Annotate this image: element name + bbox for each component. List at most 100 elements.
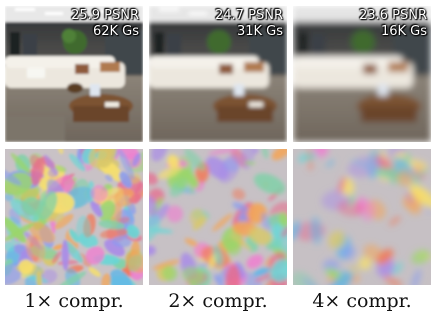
gaussian-splat xyxy=(181,266,205,285)
gaussian-splat-image xyxy=(293,149,431,285)
gaussian-splat xyxy=(98,200,116,222)
gaussian-splat xyxy=(261,149,269,159)
gaussian-splat xyxy=(119,171,132,189)
gaussian-splat xyxy=(225,264,241,285)
gaussian-splat xyxy=(411,249,431,265)
gaussian-splat xyxy=(63,240,84,263)
gaussian-splat xyxy=(69,153,86,172)
caption-2x: 2× compr. xyxy=(168,290,268,312)
gaussian-splat xyxy=(388,216,401,226)
gaussian-splat xyxy=(5,217,27,243)
gaussian-visualization-panel-1x xyxy=(5,149,143,285)
gaussian-splat xyxy=(347,156,380,178)
gaussian-splat xyxy=(105,174,114,182)
gaussian-splat xyxy=(223,158,239,172)
gaussian-splat xyxy=(149,172,159,186)
gaussian-splat xyxy=(25,234,46,263)
gaussian-splat xyxy=(101,273,111,285)
rendered-scene-image xyxy=(149,6,287,142)
gaussian-splat xyxy=(167,154,180,169)
gaussian-splat xyxy=(246,254,264,269)
gaussian-splat xyxy=(309,216,323,245)
gaussian-splat xyxy=(406,190,414,205)
gaussian-visualization-panel-2x xyxy=(149,149,287,285)
gaussian-splat xyxy=(149,228,174,234)
render-panel-1x: 25.9 PSNR 62K Gs xyxy=(5,6,143,142)
gaussian-splat xyxy=(229,233,253,251)
gaussian-splat xyxy=(341,245,356,260)
gaussian-splat xyxy=(270,259,287,283)
gaussian-splat xyxy=(5,166,22,186)
gaussian-splat xyxy=(132,152,141,167)
psnr-label: 23.6 PSNR xyxy=(359,8,427,23)
gaussian-splat xyxy=(5,241,16,252)
gaussian-splat xyxy=(232,188,246,201)
gaussian-splat xyxy=(293,271,319,285)
gaussian-splat xyxy=(175,169,190,190)
gaussian-splat xyxy=(212,244,224,267)
caption-1x: 1× compr. xyxy=(24,290,124,312)
gaussian-splat xyxy=(58,149,64,155)
gaussian-splat xyxy=(189,279,197,285)
gaussian-splat-image xyxy=(149,149,287,285)
gaussian-splat xyxy=(76,215,91,245)
gaussian-splat xyxy=(18,259,34,275)
gaussian-splat xyxy=(349,193,355,207)
gaussian-splat xyxy=(189,208,204,226)
gaussian-splat xyxy=(30,157,45,186)
gaussian-splat xyxy=(184,238,199,247)
metrics-overlay: 25.9 PSNR 62K Gs xyxy=(71,8,139,40)
gaussian-visualization-panel-4x xyxy=(293,149,431,285)
gaussian-splat xyxy=(85,246,105,265)
gaussian-splat xyxy=(376,248,394,265)
rendered-scene-image xyxy=(293,6,431,142)
gaussian-splat xyxy=(244,160,256,166)
metrics-overlay: 23.6 PSNR 16K Gs xyxy=(359,8,427,40)
gaussian-splat xyxy=(411,269,421,285)
gaussian-splat xyxy=(125,251,143,274)
gaussian-splat xyxy=(69,229,80,243)
gaussian-splat xyxy=(90,184,109,202)
gaussian-splat xyxy=(90,200,103,217)
gaussian-splat xyxy=(212,213,233,232)
gaussian-splat xyxy=(54,213,74,230)
gaussian-splat xyxy=(88,267,101,277)
gaussian-splat xyxy=(118,149,135,180)
gaussian-splat xyxy=(51,251,62,264)
gaussian-splat xyxy=(38,191,58,221)
gaussian-splat xyxy=(326,272,354,285)
gaussian-splat xyxy=(325,268,343,280)
render-panel-2x: 24.7 PSNR 31K Gs xyxy=(149,6,287,142)
gaussian-splat xyxy=(44,154,58,176)
caption-4x: 4× compr. xyxy=(312,290,412,312)
gaussian-splat xyxy=(252,149,260,154)
gaussian-splat xyxy=(98,220,125,230)
gaussian-splat xyxy=(253,173,286,195)
gaussian-splat xyxy=(28,221,56,243)
gaussian-splat xyxy=(97,149,117,169)
gaussian-splat xyxy=(149,195,158,218)
render-panel-4x: 23.6 PSNR 16K Gs xyxy=(293,6,431,142)
metrics-overlay: 24.7 PSNR 31K Gs xyxy=(215,8,283,40)
gaussian-splat xyxy=(280,226,287,238)
psnr-label: 24.7 PSNR xyxy=(215,8,283,23)
gaussian-splat xyxy=(396,169,414,187)
gaussian-splat xyxy=(126,224,140,239)
gaussian-splat-image xyxy=(5,149,143,285)
gaussian-splat xyxy=(208,149,241,155)
gaussian-count-label: 31K Gs xyxy=(236,24,283,39)
gaussian-splat xyxy=(249,227,273,245)
gaussian-splat xyxy=(326,159,335,168)
gaussian-splat xyxy=(408,202,422,215)
gaussian-splat xyxy=(166,205,184,223)
gaussian-count-label: 62K Gs xyxy=(92,24,139,39)
gaussian-splat xyxy=(383,275,403,285)
gaussian-splat xyxy=(10,152,31,175)
gaussian-splat xyxy=(358,256,372,270)
gaussian-splat xyxy=(307,151,318,162)
gaussian-splat xyxy=(109,269,133,285)
gaussian-splat xyxy=(390,262,403,276)
gaussian-splat xyxy=(158,165,183,179)
rendered-scene-image xyxy=(5,6,143,142)
gaussian-splat xyxy=(52,244,66,250)
